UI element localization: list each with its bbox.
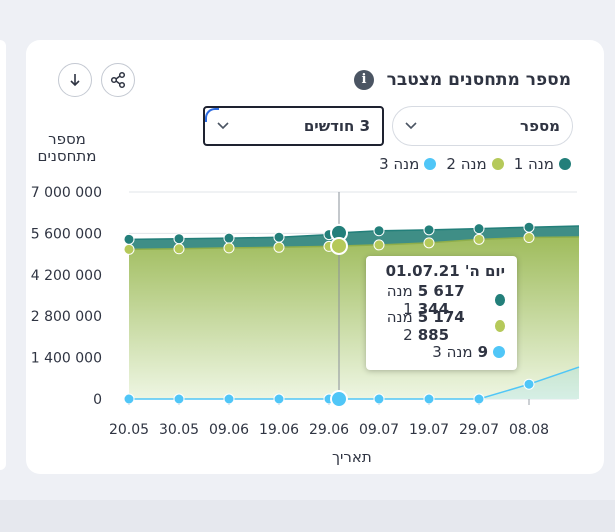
data-point-dose3 [423,393,435,405]
data-point-dose2 [223,242,235,254]
data-point-dose2 [423,237,435,249]
data-point-dose2 [273,241,285,253]
x-tick-label: 30.05 [159,422,199,438]
chart-tooltip: יום ה' 01.07.21 5 617 344 מנה 1 5 174 88… [366,256,517,370]
y-tick-label: 0 [93,392,102,408]
legend-dot-dose3 [424,158,437,170]
y-tick-label: 4 200 000 [31,268,102,284]
tooltip-label-dose3: מנה 3 [432,343,473,361]
x-tick-label: 09.07 [359,422,399,438]
legend-dot-dose2 [491,158,504,170]
data-point-dose3 [223,393,235,405]
data-point-dose1 [173,233,185,245]
tooltip-label-dose2: מנה 2 [386,308,413,344]
data-point-dose2 [330,236,348,255]
data-point-dose2 [523,232,535,244]
data-point-dose1 [273,231,285,243]
data-point-dose1 [123,233,135,245]
metric-select[interactable]: מספר [392,106,573,146]
legend-label-dose1: מנה 1 [513,155,554,173]
legend-item-dose2[interactable]: מנה 2 [446,155,504,173]
data-point-dose3 [123,393,135,405]
legend-label-dose3: מנה 3 [379,155,420,173]
y-tick-label: 5 600 000 [31,226,102,242]
tooltip-dot-dose3 [493,346,505,358]
x-tick-label: 20.05 [109,422,149,438]
x-tick-label: 09.06 [209,422,249,438]
data-point-dose3 [523,378,535,390]
page-footer-band [0,500,615,532]
adjacent-card-edge [0,40,6,470]
tooltip-value-dose3: 9 [477,343,488,361]
info-icon[interactable]: i [354,70,374,90]
tooltip-value-dose1: 5 617 344 [417,282,465,318]
y-axis-label-line1: מספר [48,130,86,148]
data-point-dose2 [173,243,185,255]
tooltip-date: יום ה' 01.07.21 [385,262,505,280]
data-point-dose3 [373,393,385,405]
tooltip-row-dose2: 5 174 885 מנה 2 [378,308,505,344]
tooltip-row-dose3: 9 מנה 3 [378,339,505,365]
period-select[interactable]: 3 חודשים [203,106,384,146]
series-area-dose3 [129,367,579,399]
tooltip-row-dose1: 5 617 344 מנה 1 [378,282,505,318]
chevron-down-icon [405,122,417,130]
x-tick-label: 29.07 [459,422,499,438]
tooltip-label-dose1: מנה 1 [386,282,413,318]
x-axis-label: תאריך [332,448,372,466]
chart-title: מספר מתחסנים מצטבר [386,70,571,90]
data-point-dose3 [330,389,348,408]
x-tick-label: 19.07 [409,422,449,438]
legend-dot-dose1 [559,158,571,170]
data-point-dose1 [423,224,435,236]
data-point-dose3 [473,393,485,405]
period-select-value: 3 חודשים [303,117,370,135]
share-button[interactable] [101,63,135,97]
legend-label-dose2: מנה 2 [446,155,487,173]
y-axis-label-line2: מתחסנים [37,147,97,165]
y-tick-label: 2 800 000 [31,309,102,325]
y-axis-label: מספר מתחסנים [30,131,104,165]
data-point-dose2 [123,243,135,255]
metric-select-value: מספר [520,117,560,135]
x-tick-label: 08.08 [509,422,549,438]
series-area-dose1 [129,226,579,250]
data-point-dose1 [473,223,485,235]
data-point-dose2 [473,233,485,245]
tooltip-value-dose2: 5 174 885 [417,308,465,344]
download-button[interactable] [58,63,92,97]
x-tick-label: 19.06 [259,422,299,438]
data-point-dose2 [373,239,385,251]
chevron-down-icon [217,122,229,130]
x-tick-label: 29.06 [309,422,349,438]
data-point-dose1 [223,232,235,244]
data-point-dose3 [273,393,285,405]
arrow-down-icon [70,74,80,87]
share-icon [110,71,126,89]
data-point-dose1 [523,221,535,233]
y-tick-label: 7 000 000 [31,185,102,201]
tooltip-dot-dose1 [494,294,505,306]
tooltip-dot-dose2 [494,320,505,332]
data-point-dose1 [373,225,385,237]
chart-legend: מנה 1 מנה 2 מנה 3 [379,155,571,173]
legend-item-dose3[interactable]: מנה 3 [379,155,437,173]
y-tick-label: 1 400 000 [31,351,102,367]
legend-item-dose1[interactable]: מנה 1 [514,155,571,173]
data-point-dose3 [173,393,185,405]
